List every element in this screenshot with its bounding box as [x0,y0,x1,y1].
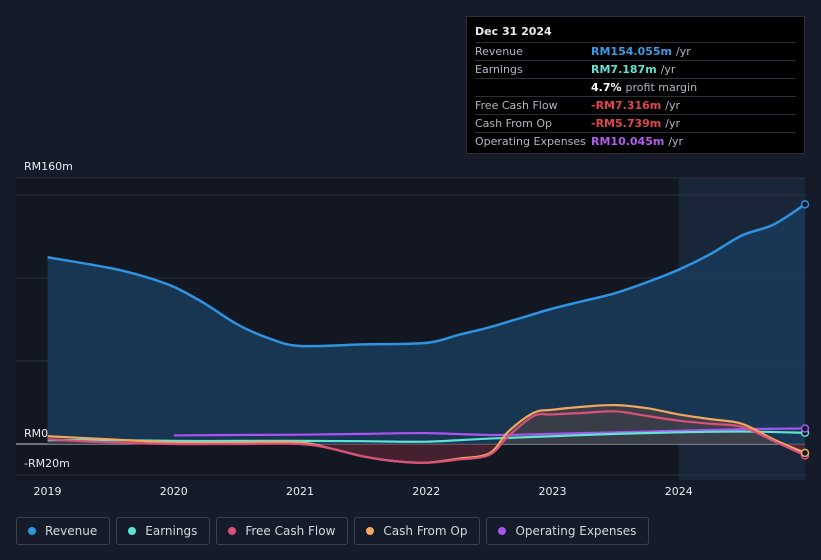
cash-from-op-endpoint [800,448,810,458]
tooltip-unit: /yr [665,99,680,112]
tooltip-unit: /yr [660,63,676,76]
tooltip-label: Free Cash Flow [475,99,558,112]
tooltip-row-revenue: Revenue RM154.055m /yr [475,42,796,60]
x-tick-label: 2023 [539,485,567,498]
cash-from-op-line [47,403,806,464]
tooltip-row-free-cash-flow: Free Cash Flow -RM7.316m /yr [475,96,796,114]
tooltip-unit: /yr [675,45,691,58]
x-tick-label: 2022 [412,485,440,498]
tooltip-row-cash-from-op: Cash From Op -RM5.739m /yr [475,114,796,132]
tooltip-value: 4.7% [591,81,622,94]
y-tick-label-top: RM160m [24,160,73,173]
tooltip-row-profit-margin: 4.7% profit margin [475,78,796,96]
legend-label: Revenue [45,524,98,538]
financials-chart: RM160m RM0 -RM20m 2019 2020 2021 2022 2023 20… [16,160,810,498]
tooltip-value: -RM7.316m [591,99,662,112]
free-cash-flow-line [47,410,806,464]
revenue-area [47,204,806,444]
tooltip-unit: /yr [668,135,684,148]
revenue-endpoint [800,200,810,209]
tooltip-value: -RM5.739m [591,117,662,130]
tooltip-label: Earnings [475,63,523,76]
series-lines [47,203,806,464]
earnings-line [47,430,806,443]
legend-dot-icon [128,527,137,535]
legend-label: Operating Expenses [515,524,637,538]
tooltip: Dec 31 2024 Revenue RM154.055m /yr Earni… [466,16,805,154]
series-endpoints [800,200,810,460]
legend-label: Cash From Op [383,524,468,538]
tooltip-label: Operating Expenses [475,135,586,148]
y-tick-label-zero: RM0 [24,427,48,440]
x-tick-label: 2020 [160,485,188,498]
x-tick-label: 2021 [286,485,314,498]
tooltip-label: Cash From Op [475,117,553,130]
operating-expenses-endpoint [800,424,810,433]
legend-label: Earnings [145,524,198,538]
legend-dot-icon [498,527,507,535]
tooltip-label: Revenue [475,45,523,58]
legend-operating-expenses[interactable]: Operating Expenses [486,517,650,545]
y-tick-label-negative: -RM20m [24,457,70,470]
x-tick-label: 2019 [34,485,62,498]
tooltip-row-operating-expenses: Operating Expenses RM10.045m /yr [475,132,796,150]
revenue-line [47,203,806,348]
negative-cash-area [47,444,805,463]
legend-label: Free Cash Flow [245,524,336,538]
x-tick-label: 2024 [665,485,693,498]
tooltip-date: Dec 31 2024 [475,25,552,38]
tooltip-row-earnings: Earnings RM7.187m /yr [475,60,796,78]
tooltip-value: RM10.045m [591,135,665,148]
legend-revenue[interactable]: Revenue [16,517,111,545]
legend-earnings[interactable]: Earnings [116,517,211,545]
tooltip-unit: profit margin [625,81,698,94]
x-axis-labels: 2019 2020 2021 2022 2023 2024 [34,485,693,498]
legend-dot-icon [366,527,375,535]
legend: Revenue Earnings Free Cash Flow Cash Fro… [16,517,650,545]
operating-expenses-line [173,427,806,437]
tooltip-unit: /yr [665,117,680,130]
tooltip-value: RM7.187m [591,63,657,76]
legend-free-cash-flow[interactable]: Free Cash Flow [216,517,349,545]
legend-dot-icon [228,527,237,535]
legend-dot-icon [28,527,36,535]
tooltip-value: RM154.055m [591,45,672,58]
legend-cash-from-op[interactable]: Cash From Op [354,517,481,545]
